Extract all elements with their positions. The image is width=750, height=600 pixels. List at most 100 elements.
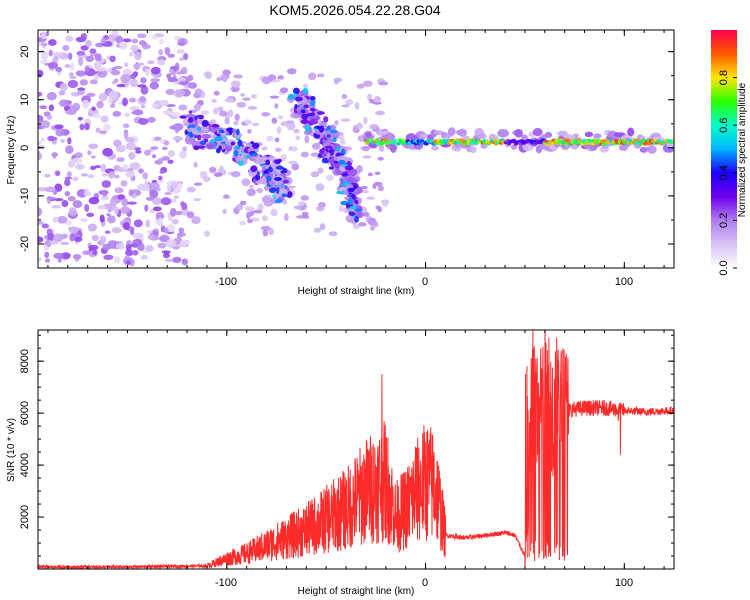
spectral-blob <box>302 87 309 94</box>
spectral-blob <box>158 217 163 225</box>
spectral-blob <box>290 146 298 152</box>
spectral-blob <box>107 240 118 249</box>
spectral-blob <box>312 142 321 150</box>
spectral-blob <box>163 140 170 146</box>
spectral-blob <box>241 178 251 187</box>
spectral-blob <box>245 206 255 212</box>
spectral-blob <box>102 147 113 157</box>
bottom-x-tick: -100 <box>215 577 237 589</box>
spectral-blob <box>80 45 89 51</box>
spectral-blob <box>274 137 280 143</box>
spectral-blob <box>301 109 306 114</box>
spectral-blob <box>52 216 59 224</box>
top-y-tick-label: -20 <box>19 236 31 252</box>
spectral-blob <box>103 123 111 132</box>
spectral-blob <box>238 160 244 167</box>
spectral-blob <box>363 116 368 125</box>
spectral-blob <box>357 197 362 204</box>
spectral-blob <box>256 187 264 194</box>
spectral-blob <box>99 214 105 223</box>
spectral-blob <box>117 194 126 200</box>
spectral-blob <box>313 227 322 233</box>
spectral-blob <box>280 154 287 162</box>
spectral-blob <box>316 187 322 191</box>
spectral-blob <box>479 133 487 140</box>
spectral-blob <box>261 146 268 151</box>
spectral-blob <box>329 129 338 134</box>
spectral-blob <box>164 251 170 256</box>
spectral-blob <box>89 165 97 171</box>
spectral-blob <box>275 187 280 195</box>
spectral-blob <box>129 162 141 170</box>
spectral-blob <box>234 113 240 121</box>
spectral-blob <box>365 132 372 138</box>
spectral-blob <box>142 172 149 180</box>
spectral-blob <box>109 55 116 63</box>
spectral-blob <box>62 44 70 52</box>
spectral-blob <box>214 136 223 142</box>
spectral-blob <box>186 211 195 219</box>
spectral-blob <box>51 205 62 209</box>
spectral-blob <box>627 127 635 137</box>
spectral-blob <box>300 151 309 158</box>
spectral-blob <box>358 222 367 227</box>
spectral-blob <box>233 74 243 79</box>
spectral-blob <box>286 68 297 75</box>
spectral-blob <box>38 141 42 145</box>
colorbar-tick-label: 0.6 <box>718 118 730 133</box>
spectrogram-frame <box>37 29 675 269</box>
spectral-blob <box>152 206 162 212</box>
spectral-blob <box>309 96 316 101</box>
spectral-blob <box>77 87 86 91</box>
spectral-blob <box>138 168 144 174</box>
spectral-blob <box>338 159 346 165</box>
spectral-blob <box>366 196 375 200</box>
spectral-blob <box>347 198 353 205</box>
spectral-blob <box>80 32 87 41</box>
spectral-blob <box>248 184 255 189</box>
spectral-blob <box>114 206 119 215</box>
spectral-blob <box>275 199 283 204</box>
spectral-blob <box>244 119 252 125</box>
spectral-blob <box>122 97 128 107</box>
spectral-blob <box>356 83 365 89</box>
spectral-blob <box>187 117 194 123</box>
spectral-blob <box>44 173 51 178</box>
spectral-blob <box>72 253 82 260</box>
spectral-blob <box>213 107 219 115</box>
spectral-blob <box>163 227 169 234</box>
spectral-blob <box>151 103 160 109</box>
spectral-blob <box>64 178 71 187</box>
spectral-blob <box>233 120 239 126</box>
spectral-blob <box>345 99 354 106</box>
spectral-blob <box>180 201 185 207</box>
spectral-blob <box>309 115 321 121</box>
spectral-blob <box>164 258 174 263</box>
spectral-blob <box>273 176 283 182</box>
top-y-tick-label: 0 <box>19 145 31 151</box>
spectral-blob <box>166 184 171 193</box>
spectral-blob <box>151 35 158 40</box>
spectral-blob <box>340 140 346 145</box>
spectral-blob <box>64 190 71 197</box>
spectral-blob <box>145 219 151 228</box>
spectral-blob <box>113 78 119 82</box>
bottom-y-axis-label: SNR (10 * v/v) <box>6 418 17 482</box>
spectral-blob <box>153 136 162 141</box>
spectral-blob <box>65 145 74 154</box>
spectral-blob <box>96 100 104 109</box>
spectral-blob <box>159 234 170 243</box>
spectral-blob <box>161 156 171 161</box>
bottom-x-axis-label: Height of straight line (km) <box>298 586 415 597</box>
spectral-blob <box>303 104 311 109</box>
spectral-blob <box>104 230 111 234</box>
spectral-blob <box>88 244 99 251</box>
spectral-blob <box>262 156 275 161</box>
spectral-blob <box>101 173 108 177</box>
bottom-x-tick: 0 <box>422 577 428 589</box>
spectral-blob <box>54 170 61 177</box>
spectral-blob <box>174 126 180 134</box>
spectral-blob <box>158 49 164 56</box>
spectral-blob <box>145 245 154 252</box>
spectral-blob <box>318 125 325 133</box>
